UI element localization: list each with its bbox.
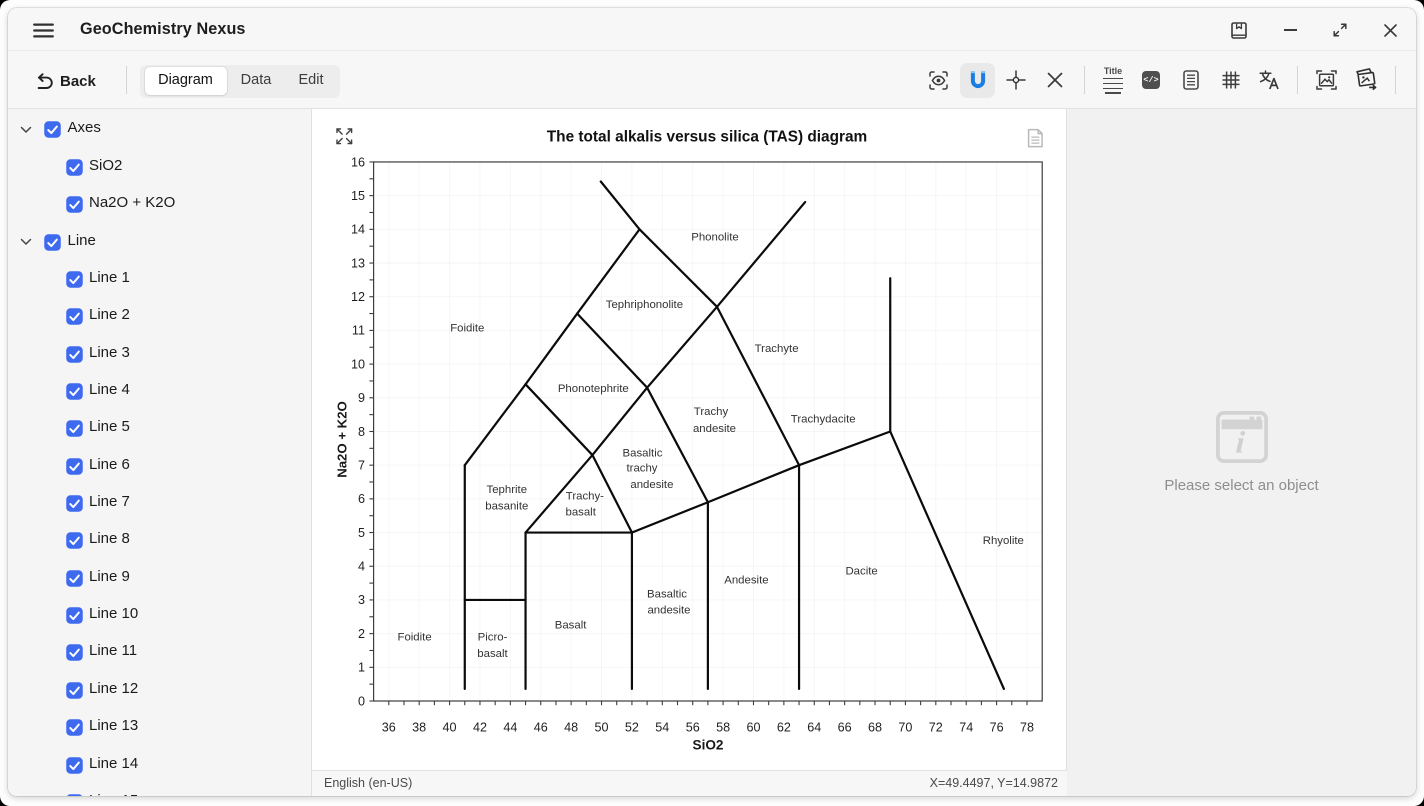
svg-text:Phonolite: Phonolite <box>691 232 739 244</box>
svg-text:66: 66 <box>838 721 852 735</box>
svg-text:8: 8 <box>358 425 365 439</box>
svg-text:56: 56 <box>686 721 700 735</box>
svg-text:58: 58 <box>716 721 730 735</box>
svg-text:38: 38 <box>412 721 426 735</box>
svg-text:Basalt: Basalt <box>555 619 587 631</box>
svg-text:50: 50 <box>595 721 609 735</box>
svg-text:Trachy-: Trachy- <box>566 490 604 502</box>
svg-text:13: 13 <box>351 256 365 270</box>
svg-text:andesite: andesite <box>647 604 690 616</box>
svg-text:Tephrite: Tephrite <box>487 484 528 496</box>
svg-text:12: 12 <box>351 290 365 304</box>
svg-text:52: 52 <box>625 721 639 735</box>
svg-text:16: 16 <box>351 155 365 169</box>
svg-text:SiO2: SiO2 <box>693 738 724 753</box>
svg-text:62: 62 <box>777 721 791 735</box>
svg-text:basalt: basalt <box>565 507 596 519</box>
svg-text:76: 76 <box>990 721 1004 735</box>
svg-text:4: 4 <box>358 560 365 574</box>
svg-text:70: 70 <box>898 721 912 735</box>
svg-text:2: 2 <box>358 627 365 641</box>
svg-text:78: 78 <box>1020 721 1034 735</box>
svg-text:trachy: trachy <box>626 463 657 475</box>
svg-text:basalt: basalt <box>477 648 508 660</box>
svg-text:basanite: basanite <box>485 501 528 513</box>
svg-text:54: 54 <box>655 721 669 735</box>
svg-text:Trachy: Trachy <box>694 406 729 418</box>
svg-text:40: 40 <box>443 721 457 735</box>
svg-text:3: 3 <box>358 593 365 607</box>
svg-text:Dacite: Dacite <box>845 565 877 577</box>
svg-text:46: 46 <box>534 721 548 735</box>
svg-text:i: i <box>1235 425 1246 460</box>
svg-text:72: 72 <box>929 721 943 735</box>
svg-text:1: 1 <box>358 661 365 675</box>
svg-text:10: 10 <box>351 357 365 371</box>
svg-text:Andesite: Andesite <box>724 575 768 587</box>
svg-text:74: 74 <box>959 721 973 735</box>
svg-text:Rhyolite: Rhyolite <box>983 535 1024 547</box>
svg-text:64: 64 <box>807 721 821 735</box>
svg-text:andesite: andesite <box>630 479 673 491</box>
svg-text:44: 44 <box>503 721 517 735</box>
svg-text:5: 5 <box>358 526 365 540</box>
svg-text:Foidite: Foidite <box>450 322 484 334</box>
svg-text:48: 48 <box>564 721 578 735</box>
svg-text:7: 7 <box>358 458 365 472</box>
svg-text:0: 0 <box>358 694 365 708</box>
svg-text:Picro-: Picro- <box>478 632 508 644</box>
svg-text:60: 60 <box>746 721 760 735</box>
svg-text:andesite: andesite <box>693 423 736 435</box>
svg-text:11: 11 <box>352 324 365 338</box>
svg-text:Basaltic: Basaltic <box>623 448 663 460</box>
svg-text:15: 15 <box>351 189 365 203</box>
svg-text:9: 9 <box>358 391 365 405</box>
svg-text:6: 6 <box>358 492 365 506</box>
svg-text:Na2O + K2O: Na2O + K2O <box>335 401 350 478</box>
svg-text:68: 68 <box>868 721 882 735</box>
svg-text:36: 36 <box>382 721 396 735</box>
svg-text:Trachydacite: Trachydacite <box>791 413 856 425</box>
svg-text:Trachyte: Trachyte <box>755 343 799 355</box>
svg-text:Foidite: Foidite <box>397 632 431 644</box>
svg-text:42: 42 <box>473 721 487 735</box>
svg-text:Phonotephrite: Phonotephrite <box>558 383 629 395</box>
svg-text:Basaltic: Basaltic <box>647 589 687 601</box>
svg-text:Tephriphonolite: Tephriphonolite <box>606 299 683 311</box>
svg-text:14: 14 <box>351 223 365 237</box>
svg-text:The total alkalis versus silic: The total alkalis versus silica (TAS) di… <box>547 129 867 146</box>
